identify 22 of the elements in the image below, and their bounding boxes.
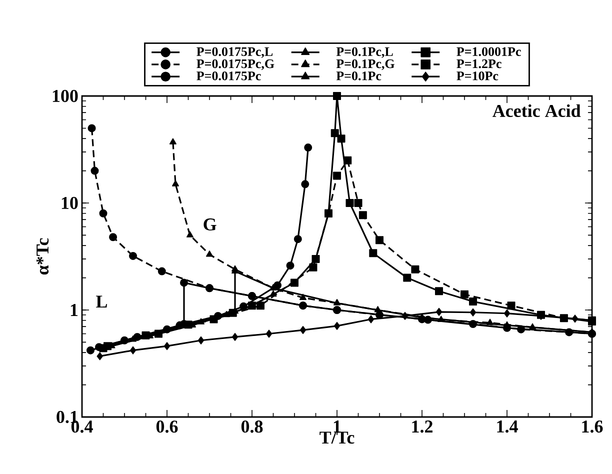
legend-label: P=0.0175Pc,L: [196, 47, 273, 58]
y-tick-label: 100: [52, 90, 78, 102]
y-tick-label: 1: [70, 304, 78, 316]
y-tick-label: 10: [62, 196, 78, 210]
legend-label: P=0.0175Pc,G: [196, 59, 274, 70]
legend-label: P=1.0001Pc: [456, 47, 521, 56]
annotation: L: [96, 296, 107, 308]
annotation: Acetic Acid: [492, 104, 581, 118]
annotation: G: [204, 218, 216, 230]
legend-label: P=10Pc: [456, 72, 498, 80]
x-axis-title: T/Tc: [320, 432, 354, 444]
legend-label: P=0.1Pc: [336, 72, 382, 80]
x-tick-label: 0.8: [241, 420, 263, 433]
x-tick-label: 1.6: [582, 420, 603, 433]
legend-label: P=0.0175Pc: [196, 72, 261, 80]
x-tick-label: 1.2: [412, 420, 432, 433]
legend-label: P=0.1Pc,L: [336, 47, 393, 58]
x-tick-label: 0.6: [156, 420, 178, 433]
x-tick-label: 1.4: [497, 420, 518, 433]
y-axis-title: α*Tc: [36, 238, 49, 275]
legend-label: P=0.1Pc,G: [336, 59, 394, 70]
legend-label: P=1.2Pc: [456, 59, 502, 68]
